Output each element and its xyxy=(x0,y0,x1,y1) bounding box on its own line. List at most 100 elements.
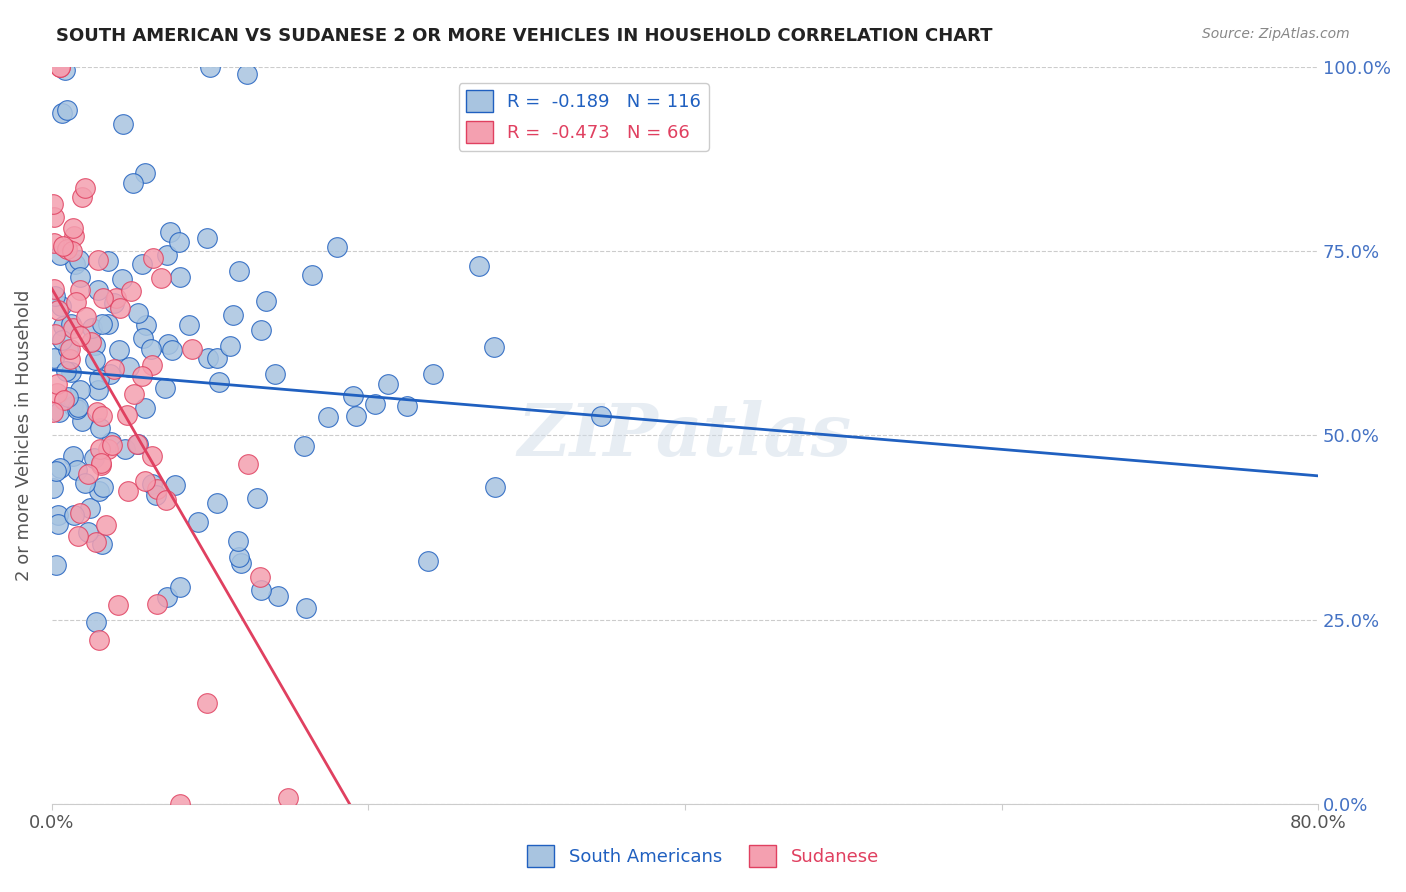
Point xyxy=(59,317,82,331)
Point xyxy=(155,381,177,395)
Point xyxy=(97,254,120,268)
Point xyxy=(236,458,259,472)
Point xyxy=(111,272,134,286)
Point xyxy=(69,507,91,521)
Point xyxy=(292,439,315,453)
Point xyxy=(67,253,90,268)
Point xyxy=(59,365,82,379)
Point xyxy=(42,481,65,495)
Point xyxy=(62,228,84,243)
Point xyxy=(165,478,187,492)
Point xyxy=(195,696,218,710)
Point xyxy=(69,270,91,285)
Point xyxy=(155,493,177,508)
Point xyxy=(229,556,252,570)
Point xyxy=(52,319,75,334)
Point xyxy=(44,326,66,341)
Point xyxy=(114,442,136,457)
Point xyxy=(103,362,125,376)
Point xyxy=(118,360,141,375)
Point xyxy=(228,534,250,549)
Point xyxy=(84,615,107,630)
Point xyxy=(112,117,135,131)
Point xyxy=(83,450,105,465)
Point xyxy=(295,601,318,615)
Text: SOUTH AMERICAN VS SUDANESE 2 OR MORE VEHICLES IN HOUSEHOLD CORRELATION CHART: SOUTH AMERICAN VS SUDANESE 2 OR MORE VEH… xyxy=(56,27,993,45)
Point xyxy=(195,231,218,245)
Point xyxy=(42,236,65,251)
Point xyxy=(91,291,114,305)
Point xyxy=(222,308,245,322)
Point xyxy=(180,343,202,357)
Point xyxy=(90,537,112,551)
Point xyxy=(207,375,229,389)
Point xyxy=(108,301,131,316)
Point xyxy=(90,458,112,473)
Point xyxy=(121,176,143,190)
Point xyxy=(179,318,201,333)
Point xyxy=(377,377,399,392)
Point xyxy=(56,103,79,117)
Point xyxy=(90,317,112,331)
Point xyxy=(141,477,163,491)
Point xyxy=(139,342,162,356)
Point xyxy=(131,257,153,271)
Point xyxy=(107,343,129,357)
Point xyxy=(134,166,156,180)
Point xyxy=(96,517,118,532)
Point xyxy=(91,409,114,424)
Point xyxy=(73,181,96,195)
Point xyxy=(48,405,70,419)
Point xyxy=(127,437,149,451)
Point xyxy=(69,328,91,343)
Point xyxy=(56,390,79,404)
Point xyxy=(228,264,250,278)
Point xyxy=(66,402,89,417)
Point xyxy=(62,400,84,414)
Point xyxy=(70,414,93,428)
Legend: R =  -0.189   N = 116, R =  -0.473   N = 66: R = -0.189 N = 116, R = -0.473 N = 66 xyxy=(458,83,709,151)
Point xyxy=(53,63,76,78)
Point xyxy=(159,226,181,240)
Point xyxy=(150,271,173,285)
Point xyxy=(52,392,75,407)
Point xyxy=(79,500,101,515)
Point xyxy=(134,474,156,488)
Point xyxy=(51,105,73,120)
Point xyxy=(131,368,153,383)
Point xyxy=(87,633,110,648)
Point xyxy=(160,343,183,358)
Point xyxy=(422,367,444,381)
Point xyxy=(100,438,122,452)
Point xyxy=(87,284,110,298)
Point xyxy=(51,239,73,253)
Point xyxy=(86,405,108,419)
Point xyxy=(157,337,180,351)
Point xyxy=(344,409,367,423)
Point xyxy=(42,282,65,296)
Point xyxy=(316,410,339,425)
Point xyxy=(103,295,125,310)
Point xyxy=(156,590,179,604)
Point xyxy=(87,253,110,268)
Point xyxy=(65,256,87,270)
Point xyxy=(418,554,440,568)
Point xyxy=(44,210,66,224)
Point xyxy=(142,251,165,265)
Point xyxy=(115,408,138,422)
Point xyxy=(73,475,96,490)
Point xyxy=(127,306,149,320)
Point xyxy=(235,67,257,81)
Point xyxy=(249,570,271,584)
Point xyxy=(80,320,103,334)
Point xyxy=(107,598,129,612)
Point xyxy=(42,197,65,211)
Y-axis label: 2 or more Vehicles in Household: 2 or more Vehicles in Household xyxy=(15,290,32,581)
Point xyxy=(77,524,100,539)
Point xyxy=(482,340,505,354)
Point xyxy=(228,550,250,565)
Point xyxy=(254,293,277,308)
Point xyxy=(66,400,89,414)
Point xyxy=(120,284,142,298)
Point xyxy=(395,399,418,413)
